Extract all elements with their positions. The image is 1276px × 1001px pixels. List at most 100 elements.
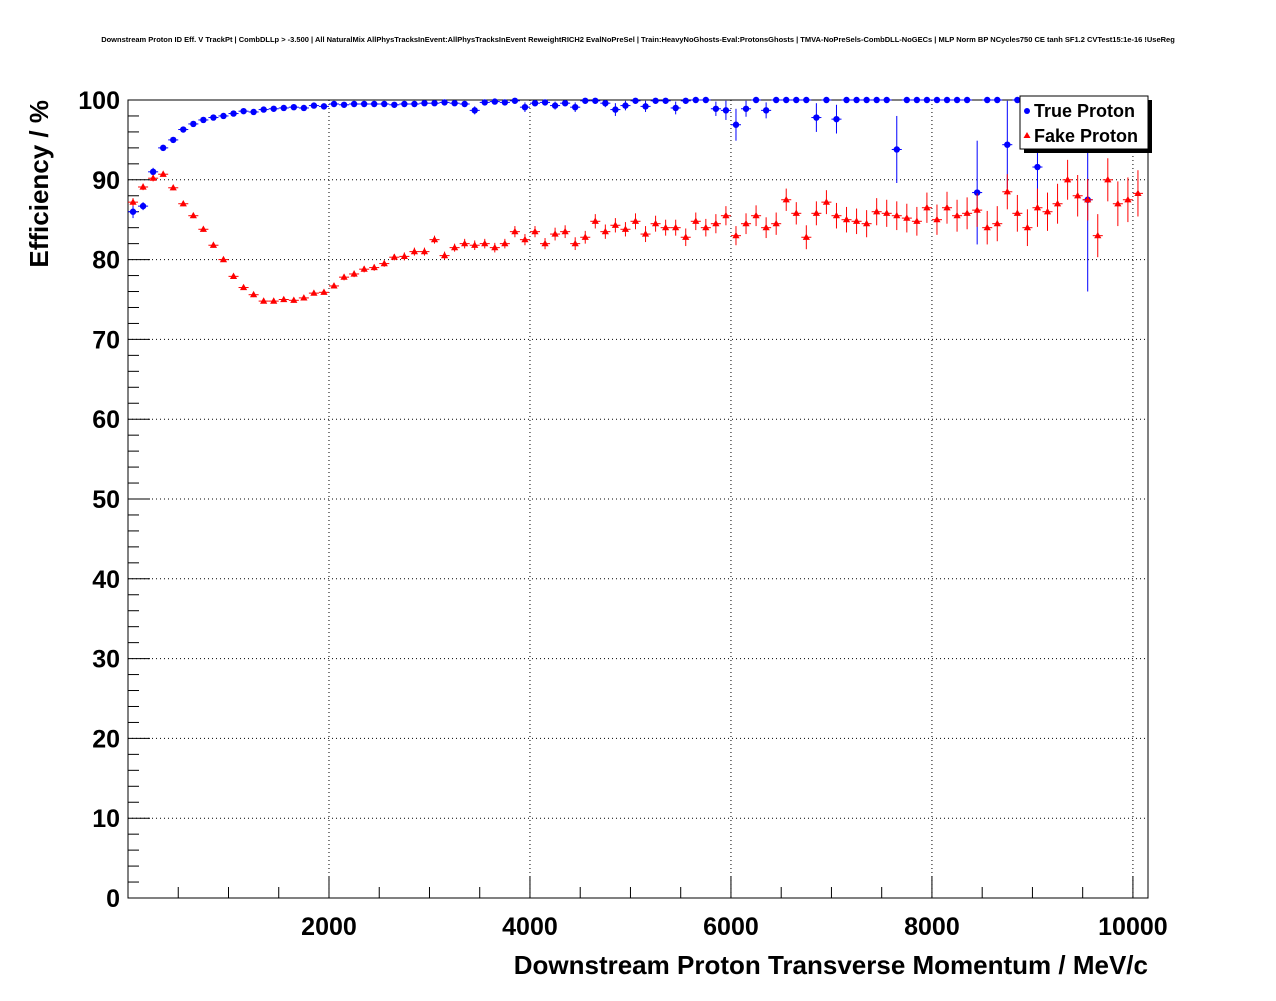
data-point (832, 211, 841, 219)
data-point (973, 189, 981, 196)
data-point (933, 215, 941, 223)
data-point (401, 100, 408, 108)
data-point (451, 99, 458, 107)
data-point (1023, 223, 1032, 231)
data-point (602, 99, 609, 107)
data-point (139, 202, 147, 210)
data-point (320, 103, 328, 110)
data-point (692, 217, 700, 224)
data-point (793, 96, 800, 104)
data-point (551, 102, 559, 109)
data-point (380, 259, 388, 267)
x-tick-label: 8000 (904, 913, 960, 941)
data-point (963, 96, 971, 104)
data-point (521, 235, 529, 243)
legend-marker-true-proton (1024, 108, 1030, 114)
data-point (280, 104, 287, 112)
data-point (571, 239, 579, 247)
data-point (129, 208, 137, 215)
data-point (823, 96, 830, 104)
data-point (541, 99, 549, 106)
data-point (923, 203, 931, 211)
data-point (752, 211, 760, 219)
data-point (702, 223, 710, 231)
data-point (290, 296, 298, 303)
data-point (431, 99, 438, 107)
data-point (1114, 199, 1122, 207)
data-point (471, 241, 479, 248)
data-point (943, 203, 951, 211)
data-point (230, 110, 237, 117)
data-point (762, 107, 770, 114)
data-point (159, 144, 167, 152)
data-point (370, 263, 378, 271)
data-point (250, 108, 257, 116)
data-point (651, 219, 660, 227)
data-point (863, 219, 871, 227)
data-point (219, 255, 228, 263)
legend-box (1019, 95, 1149, 150)
data-point (270, 297, 278, 304)
data-point (1084, 195, 1092, 203)
data-point (632, 97, 639, 104)
grid-layer (128, 100, 1148, 898)
data-point (139, 183, 147, 190)
x-axis-title: Downstream Proton Transverse Momentum / … (514, 950, 1148, 980)
data-point (842, 215, 851, 223)
data-point (481, 239, 489, 247)
data-point (893, 146, 900, 153)
data-point (1014, 96, 1021, 104)
data-point (149, 174, 157, 181)
y-tick-label: 70 (92, 326, 120, 354)
data-point (582, 97, 589, 104)
data-point (360, 100, 368, 108)
data-point (200, 116, 207, 124)
data-point (752, 96, 760, 104)
data-point (702, 96, 710, 104)
data-point (1004, 141, 1011, 148)
data-point (692, 96, 699, 104)
data-point (461, 100, 468, 108)
y-tick-label: 30 (92, 646, 120, 674)
y-tick-label: 90 (92, 167, 120, 195)
data-point (792, 209, 800, 216)
data-point (180, 126, 187, 133)
data-point (903, 96, 911, 104)
data-point (1013, 209, 1021, 216)
data-point (732, 121, 740, 128)
data-point (561, 99, 569, 107)
data-point (622, 102, 629, 109)
data-point (491, 243, 499, 251)
data-point (330, 100, 338, 108)
data-point (802, 233, 810, 240)
data-point (994, 96, 1001, 104)
data-point (1094, 231, 1102, 239)
data-point (1003, 187, 1011, 195)
data-point (571, 103, 579, 111)
data-point (170, 136, 177, 144)
legend-label-fake-proton: Fake Proton (1034, 126, 1138, 146)
data-point (913, 96, 921, 104)
y-tick-label: 60 (92, 406, 120, 434)
data-point (772, 96, 780, 104)
data-point (410, 247, 419, 255)
data-point (461, 239, 469, 247)
x-tick-label: 6000 (703, 913, 759, 941)
data-point (943, 96, 951, 104)
data-point (1134, 189, 1142, 196)
data-point (973, 206, 981, 213)
data-point (220, 112, 227, 120)
series-true-proton (128, 96, 1143, 292)
data-point (260, 297, 268, 304)
data-point (290, 103, 298, 111)
data-point (310, 289, 318, 296)
data-point (883, 96, 890, 104)
y-tick-label: 100 (78, 87, 120, 115)
data-point (923, 96, 931, 104)
data-point (300, 104, 308, 112)
data-point (501, 239, 509, 247)
data-point (682, 97, 689, 104)
legend-label-true-proton: True Proton (1034, 101, 1135, 121)
